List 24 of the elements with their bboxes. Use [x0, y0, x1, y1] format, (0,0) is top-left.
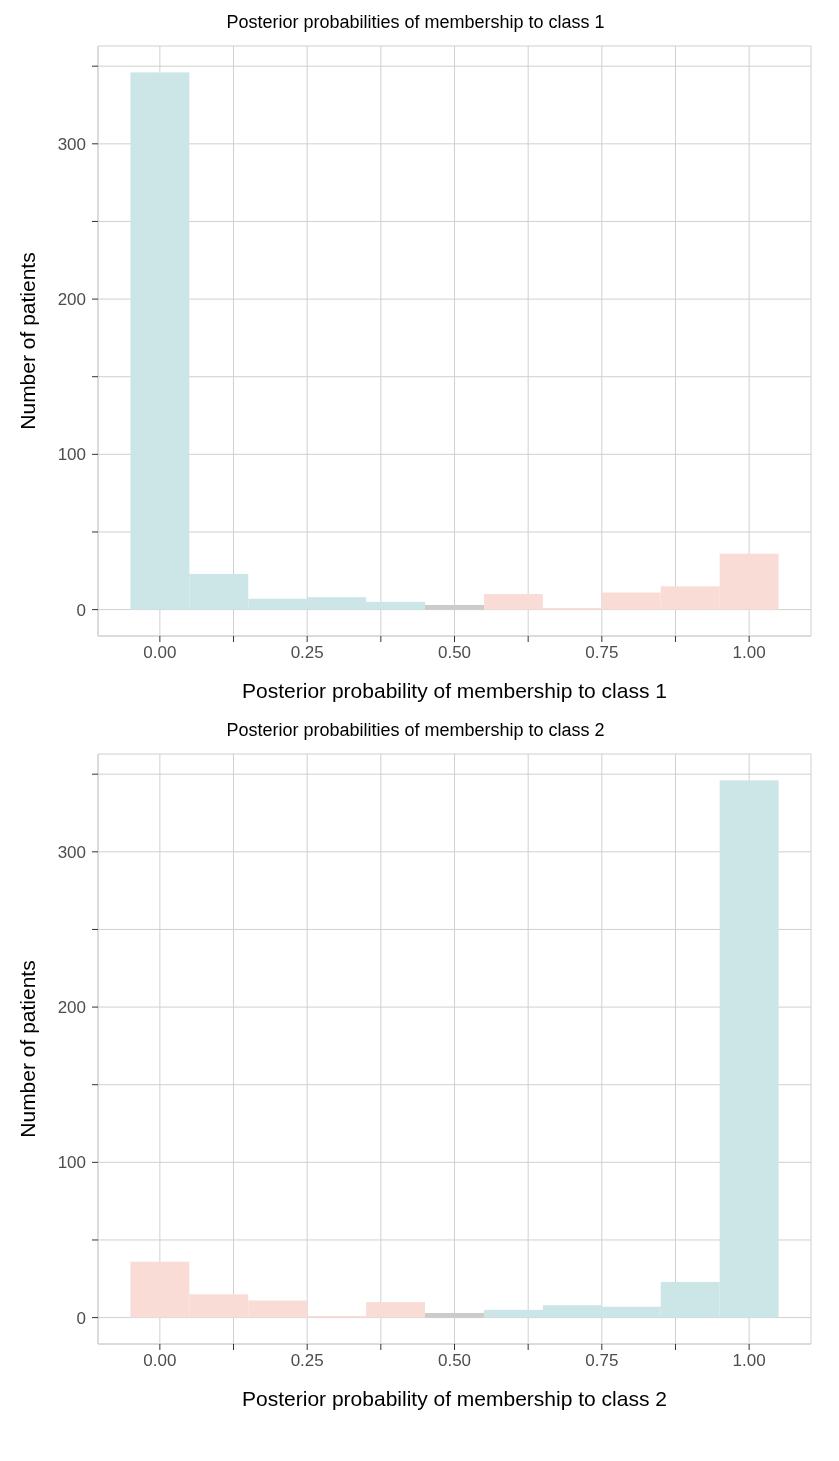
y-tick-label: 0 [76, 600, 86, 620]
x-tick-label: 1.00 [732, 1351, 766, 1370]
x-tick-label: 0.75 [585, 1351, 619, 1370]
x-tick-label: 0.50 [437, 643, 472, 662]
x-tick-label: 0.00 [143, 1351, 177, 1370]
y-tick-label: 100 [57, 1153, 86, 1173]
y-tick-label: 100 [57, 445, 86, 465]
chart-title: Posterior probabilities of membership to class 2 [225, 719, 606, 742]
y-tick-label: 200 [57, 998, 86, 1018]
y-axis-title: Number of patients [16, 252, 40, 430]
y-tick-label: 0 [76, 1308, 86, 1328]
x-tick-label: 0.25 [290, 643, 324, 662]
y-tick-label: 300 [57, 842, 86, 862]
x-tick-label: 0.25 [290, 1351, 324, 1370]
y-axis-title: Number of patients [16, 960, 40, 1138]
y-tick-label: 200 [57, 290, 86, 310]
x-tick-label: 0.50 [437, 1351, 472, 1370]
x-tick-label: 0.00 [143, 643, 177, 662]
x-tick-label: 1.00 [732, 643, 766, 662]
x-axis-title: Posterior probability of membership to class 2 [242, 1387, 667, 1410]
x-tick-label: 0.75 [585, 643, 619, 662]
x-axis-title: Posterior probability of membership to class 1 [242, 679, 667, 702]
chart-title: Posterior probabilities of membership to class 1 [225, 11, 606, 34]
y-tick-label: 300 [57, 134, 86, 154]
